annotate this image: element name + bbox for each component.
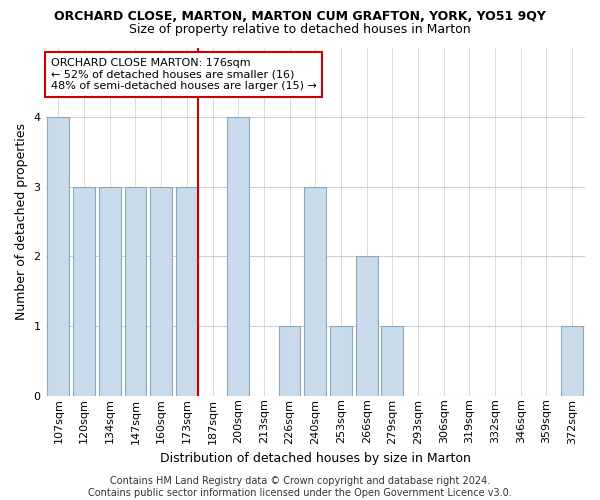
Bar	[176, 187, 198, 396]
Bar	[561, 326, 583, 396]
Y-axis label: Number of detached properties: Number of detached properties	[15, 123, 28, 320]
Bar	[47, 117, 70, 396]
Text: ORCHARD CLOSE, MARTON, MARTON CUM GRAFTON, YORK, YO51 9QY: ORCHARD CLOSE, MARTON, MARTON CUM GRAFTO…	[54, 10, 546, 23]
Text: Size of property relative to detached houses in Marton: Size of property relative to detached ho…	[129, 22, 471, 36]
Bar	[356, 256, 377, 396]
Text: Contains HM Land Registry data © Crown copyright and database right 2024.
Contai: Contains HM Land Registry data © Crown c…	[88, 476, 512, 498]
Bar	[99, 187, 121, 396]
X-axis label: Distribution of detached houses by size in Marton: Distribution of detached houses by size …	[160, 452, 471, 465]
Bar	[150, 187, 172, 396]
Text: ORCHARD CLOSE MARTON: 176sqm
← 52% of detached houses are smaller (16)
48% of se: ORCHARD CLOSE MARTON: 176sqm ← 52% of de…	[51, 58, 317, 91]
Bar	[382, 326, 403, 396]
Bar	[227, 117, 249, 396]
Bar	[73, 187, 95, 396]
Bar	[304, 187, 326, 396]
Bar	[278, 326, 301, 396]
Bar	[125, 187, 146, 396]
Bar	[330, 326, 352, 396]
